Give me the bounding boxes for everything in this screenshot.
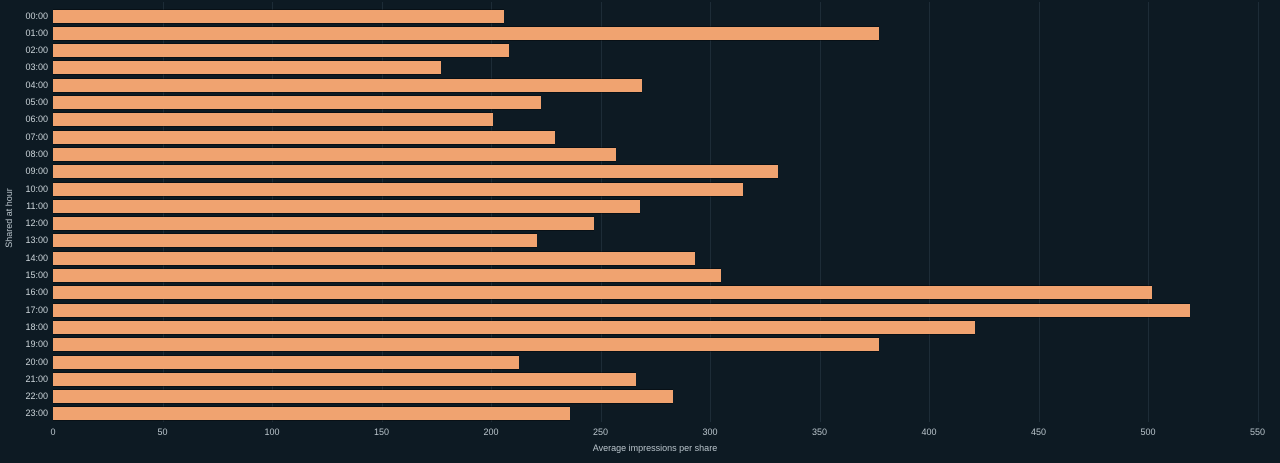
- y-tick-label: 02:00: [25, 45, 48, 56]
- y-tick-label: 21:00: [25, 373, 48, 384]
- bar-22:00: [53, 390, 673, 404]
- bar-19:00: [53, 338, 879, 352]
- y-axis-title: Shared at hour: [4, 188, 14, 248]
- y-tick-label: 19:00: [25, 339, 48, 350]
- y-tick-label: 06:00: [25, 114, 48, 125]
- y-tick-label: 22:00: [25, 391, 48, 402]
- gridline: [819, 2, 821, 422]
- gridline: [1257, 2, 1259, 422]
- bar-15:00: [53, 269, 721, 283]
- x-tick-label: 550: [1249, 427, 1266, 437]
- y-tick-label: 14:00: [25, 252, 48, 263]
- bar-07:00: [53, 130, 555, 144]
- bar-00:00: [53, 9, 505, 23]
- x-axis-title: Average impressions per share: [592, 443, 718, 453]
- x-tick-label: 50: [157, 427, 168, 437]
- bar-11:00: [53, 199, 640, 213]
- x-tick-label: 450: [1030, 427, 1047, 437]
- x-tick-label: 100: [264, 427, 280, 437]
- y-tick-label: 23:00: [25, 408, 48, 419]
- y-tick-label: 03:00: [25, 62, 48, 73]
- bar-03:00: [53, 61, 441, 75]
- x-tick-label: 500: [1140, 427, 1156, 437]
- bar-02:00: [53, 44, 509, 58]
- x-tick-label: 150: [373, 427, 390, 437]
- y-tick-label: 13:00: [25, 235, 48, 246]
- bar-20:00: [53, 355, 520, 369]
- bar-01:00: [53, 26, 879, 40]
- y-tick-label: 16:00: [25, 287, 48, 298]
- gridline: [710, 2, 711, 422]
- y-tick-label: 04:00: [25, 79, 48, 90]
- bar-16:00: [53, 286, 1153, 300]
- gridline: [1148, 2, 1149, 422]
- gridline: [1038, 2, 1040, 422]
- y-tick-label: 00:00: [25, 10, 48, 21]
- y-tick-label: 05:00: [25, 97, 48, 108]
- bar-12:00: [53, 217, 594, 231]
- gridline: [929, 2, 930, 422]
- y-tick-label: 10:00: [25, 183, 48, 194]
- x-tick-label: 300: [702, 427, 718, 437]
- y-tick-label: 07:00: [25, 131, 48, 142]
- y-tick-label: 15:00: [25, 270, 48, 281]
- bar-14:00: [53, 251, 695, 265]
- y-tick-label: 18:00: [25, 321, 48, 332]
- bar-21:00: [53, 372, 636, 386]
- y-tick-label: 17:00: [25, 304, 48, 315]
- x-tick-label: 400: [921, 427, 937, 437]
- y-tick-label: 11:00: [26, 200, 48, 211]
- x-tick-label: 0: [50, 427, 56, 437]
- y-tick-label: 09:00: [25, 166, 48, 177]
- bar-06:00: [53, 113, 494, 127]
- y-tick-label: 20:00: [25, 356, 48, 367]
- y-tick-label: 01:00: [25, 27, 48, 38]
- bar-13:00: [53, 234, 537, 248]
- bar-09:00: [53, 165, 778, 179]
- x-tick-label: 250: [592, 427, 609, 437]
- bar-05:00: [53, 96, 542, 110]
- bar-08:00: [53, 147, 616, 161]
- y-tick-label: 12:00: [25, 218, 48, 229]
- bar-10:00: [53, 182, 743, 196]
- x-tick-label: 200: [483, 427, 499, 437]
- bar-04:00: [53, 78, 643, 92]
- bar-17:00: [53, 303, 1190, 317]
- y-tick-label: 08:00: [25, 148, 48, 159]
- bar-23:00: [53, 407, 570, 421]
- x-tick-label: 350: [811, 427, 828, 437]
- bar-18:00: [53, 320, 975, 334]
